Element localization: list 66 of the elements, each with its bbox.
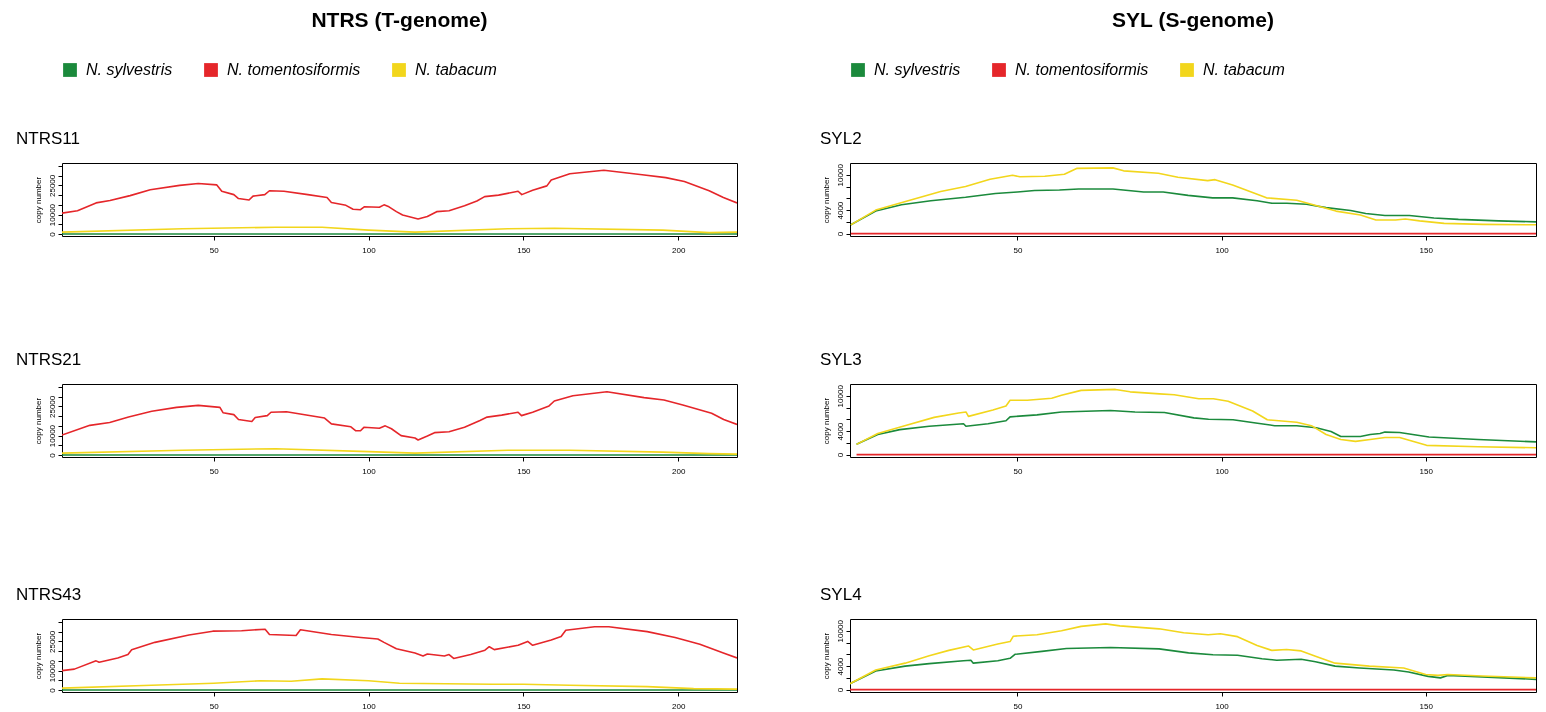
y-axis-title: copy number xyxy=(821,397,831,445)
y-tick-label: 10000 xyxy=(835,384,845,408)
x-tick-label: 200 xyxy=(671,466,686,476)
y-tick-label: 10000 xyxy=(47,203,57,227)
x-tick-label: 200 xyxy=(671,701,686,711)
x-tick-label: 50 xyxy=(1013,701,1023,711)
y-tick-label: 0 xyxy=(47,452,57,458)
y-tick-label: 10000 xyxy=(835,163,845,187)
x-tick-label: 150 xyxy=(1419,245,1434,255)
chart-title: NTRS (T-genome) xyxy=(310,8,489,32)
y-axis-title: copy number xyxy=(821,176,831,224)
y-tick-label: 4000 xyxy=(835,201,845,220)
chart-title: SYL (S-genome) xyxy=(1111,8,1275,32)
y-tick-label: 25000 xyxy=(47,395,57,419)
legend-label: N. tabacum xyxy=(415,61,497,78)
y-axis-title: copy number xyxy=(33,632,43,680)
y-tick-label: 10000 xyxy=(47,659,57,683)
line-series xyxy=(62,390,737,441)
line-series xyxy=(62,678,737,690)
legend-label: N. tabacum xyxy=(1203,61,1285,78)
y-tick-label: 0 xyxy=(47,687,57,693)
y-tick-label: 0 xyxy=(835,452,845,458)
x-tick-label: 100 xyxy=(362,701,377,711)
x-tick-label: 100 xyxy=(1215,466,1230,476)
y-tick-label: 4000 xyxy=(835,422,845,441)
x-tick-label: 150 xyxy=(517,701,532,711)
chart-subtitle: NTRS11 xyxy=(16,129,80,149)
y-tick-label: 0 xyxy=(835,687,845,693)
y-tick-label: 10000 xyxy=(835,619,845,643)
x-tick-label: 150 xyxy=(1419,701,1434,711)
x-tick-label: 50 xyxy=(1013,245,1023,255)
y-tick-label: 0 xyxy=(47,231,57,237)
x-tick-label: 50 xyxy=(209,466,220,476)
x-tick-label: 100 xyxy=(362,245,377,255)
y-tick-label: 4000 xyxy=(835,657,845,676)
x-tick-label: 50 xyxy=(1013,466,1023,476)
chart-subtitle: SYL4 xyxy=(820,585,862,605)
line-series xyxy=(62,169,737,220)
y-tick-label: 0 xyxy=(835,231,845,237)
x-tick-label: 150 xyxy=(517,245,532,255)
legend-label: N. tomentosiformis xyxy=(227,61,361,78)
y-axis-title: copy number xyxy=(33,397,43,445)
chart-subtitle: SYL2 xyxy=(820,129,862,149)
y-axis-title: copy number xyxy=(821,632,831,680)
y-tick-label: 25000 xyxy=(47,630,57,654)
line-series xyxy=(850,623,1536,685)
x-tick-label: 50 xyxy=(209,701,220,711)
x-tick-label: 100 xyxy=(1215,701,1230,711)
chart-subtitle: SYL3 xyxy=(820,350,862,370)
legend-label: N. sylvestris xyxy=(86,61,173,78)
x-tick-label: 150 xyxy=(517,466,532,476)
legend-label: N. tomentosiformis xyxy=(1015,61,1149,78)
line-series xyxy=(850,167,1536,226)
x-tick-label: 100 xyxy=(1215,245,1230,255)
x-tick-label: 50 xyxy=(209,245,220,255)
y-axis-title: copy number xyxy=(33,176,43,224)
y-tick-label: 10000 xyxy=(47,424,57,448)
x-tick-label: 100 xyxy=(362,466,377,476)
line-series xyxy=(62,625,737,672)
x-tick-label: 150 xyxy=(1419,466,1434,476)
chart-subtitle: NTRS43 xyxy=(16,585,82,605)
line-series xyxy=(855,388,1536,449)
x-tick-label: 200 xyxy=(671,245,686,255)
y-tick-label: 25000 xyxy=(47,174,57,198)
chart-subtitle: NTRS21 xyxy=(16,350,82,370)
legend-label: N. sylvestris xyxy=(874,61,961,78)
